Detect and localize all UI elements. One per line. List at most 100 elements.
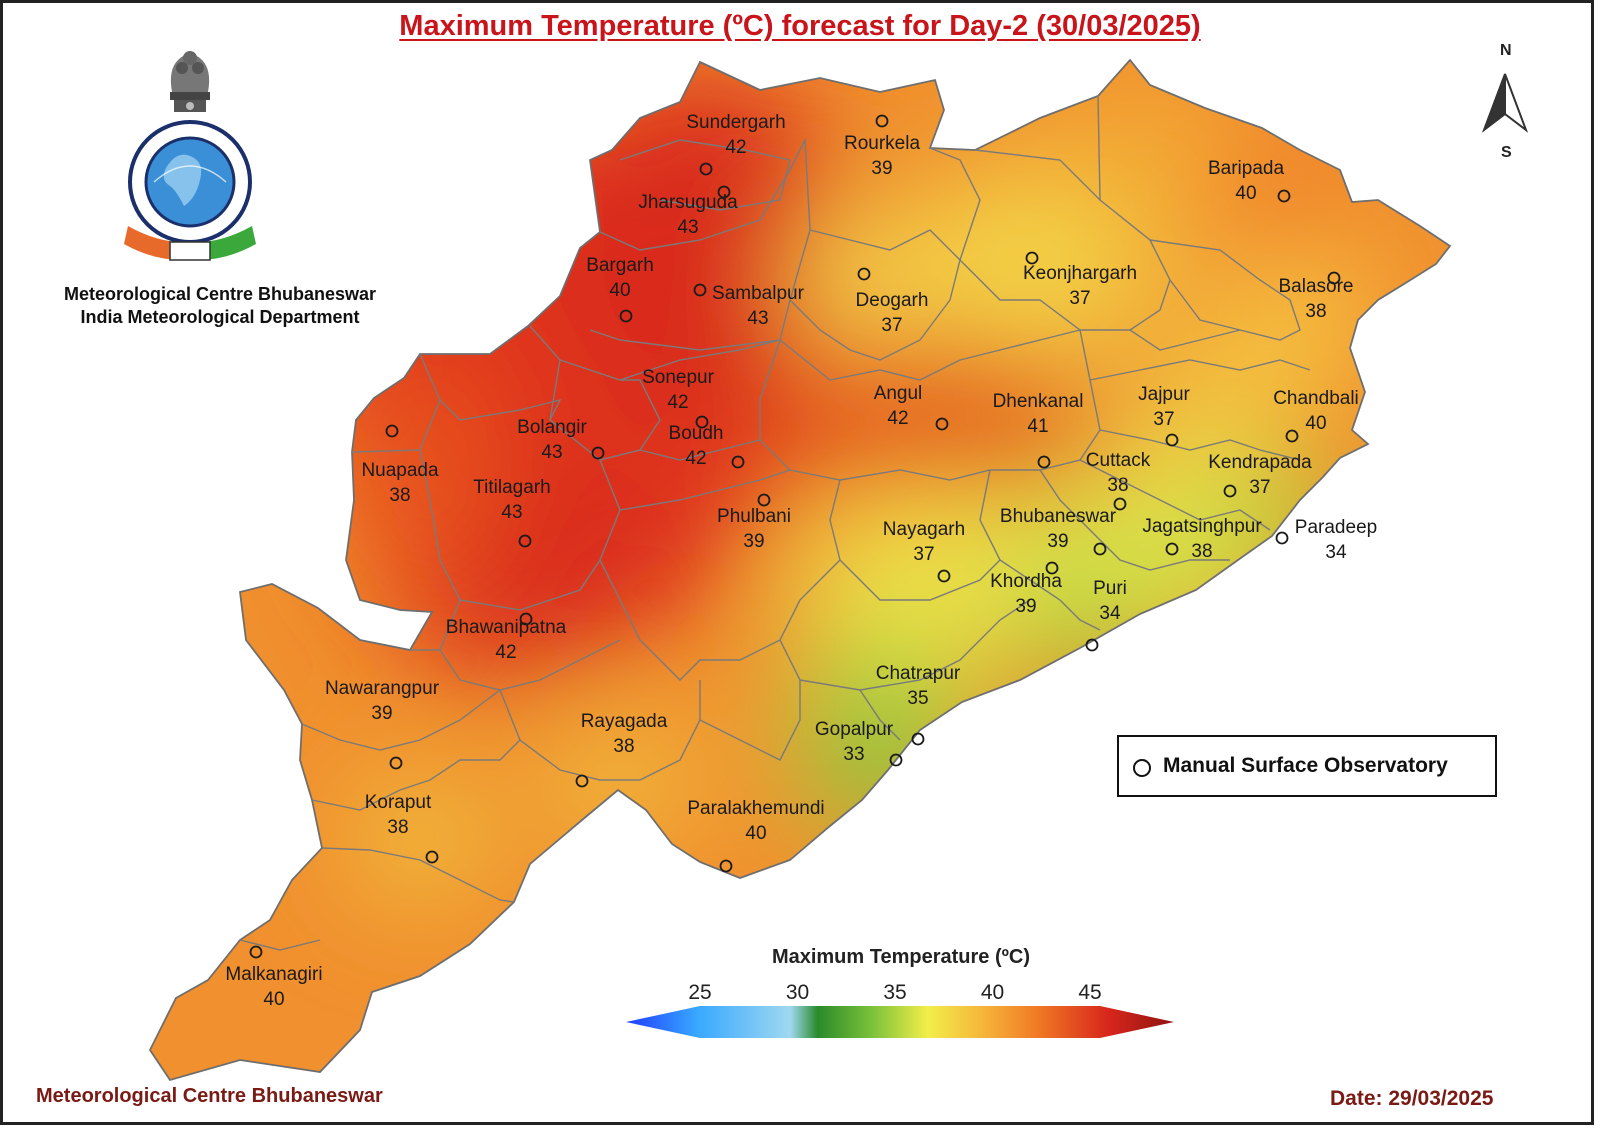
station-temp-paralakhemundi: 40	[745, 823, 766, 844]
station-temp-puri: 34	[1099, 603, 1121, 624]
district-boundaries	[149, 59, 1451, 1081]
station-temp-nuapada: 38	[389, 485, 410, 506]
station-markers: Sundergarh 42 Rourkela 39 Jharsuguda 43 Baripa…	[225, 112, 1377, 1010]
station-temp-sonepur: 42	[667, 392, 688, 413]
station-marker-paralakhemundi	[719, 859, 733, 873]
station-name-gopalpur: Gopalpur	[815, 719, 894, 740]
footer-organization: Meteorological Centre Bhubaneswar	[36, 1085, 383, 1107]
station-temp-khordha: 39	[1015, 596, 1036, 617]
station-temp-sambalpur: 43	[747, 308, 768, 329]
station-marker-phulbani	[757, 493, 771, 507]
station-name-bargarh: Bargarh	[586, 255, 654, 276]
station-marker-puri	[1085, 638, 1099, 652]
station-marker-chandbali	[1285, 429, 1299, 443]
station-marker-jharsuguda	[717, 185, 731, 199]
station-name-angul: Angul	[874, 383, 923, 404]
station-temp-keonjhargarh: 37	[1069, 288, 1090, 309]
station-marker-koraput	[425, 850, 439, 864]
station-name-jagatsinghpur: Jagatsinghpur	[1142, 516, 1262, 537]
station-name-rourkela: Rourkela	[844, 133, 920, 154]
station-marker-nuapada	[385, 424, 399, 438]
station-temp-deogarh: 37	[881, 315, 902, 336]
station-marker-nayagarh	[937, 569, 951, 583]
station-name-koraput: Koraput	[365, 792, 432, 813]
map-title: Maximum Temperature (ºC) forecast for Da…	[399, 10, 1201, 42]
station-marker-rourkela	[875, 114, 889, 128]
station-temp-cuttack: 38	[1107, 475, 1128, 496]
station-temp-jajpur: 37	[1153, 409, 1174, 430]
station-temp-jagatsinghpur: 38	[1191, 541, 1212, 562]
station-name-sambalpur: Sambalpur	[712, 283, 805, 304]
station-name-paradeep: Paradeep	[1295, 517, 1377, 538]
imd-logo	[124, 51, 256, 261]
station-temp-nayagarh: 37	[913, 544, 934, 565]
north-label: N	[1500, 42, 1512, 59]
station-name-sonepur: Sonepur	[642, 367, 715, 388]
station-name-khordha: Khordha	[990, 571, 1062, 592]
station-name-bhubaneswar: Bhubaneswar	[1000, 506, 1117, 527]
station-name-jharsuguda: Jharsuguda	[638, 192, 738, 213]
organization-name: Meteorological Centre Bhubaneswar	[63, 284, 377, 304]
station-marker-gopalpur	[889, 753, 903, 767]
station-temp-kendrapada: 37	[1249, 477, 1270, 498]
station-name-bhawanipatna: Bhawanipatna	[446, 617, 567, 638]
colorbar-tick-35: 35	[883, 981, 907, 1004]
station-marker-titilagarh	[518, 534, 532, 548]
colorbar-tick-30: 30	[785, 981, 810, 1004]
legend-label: Manual Surface Observatory	[1163, 754, 1448, 777]
station-name-rayagada: Rayagada	[581, 711, 668, 732]
station-marker-chatrapur	[911, 732, 925, 746]
station-marker-nawarangpur	[389, 756, 403, 770]
station-name-jajpur: Jajpur	[1138, 384, 1190, 405]
south-label: S	[1501, 144, 1512, 161]
station-temp-bargarh: 40	[609, 280, 630, 301]
station-name-puri: Puri	[1093, 578, 1127, 599]
station-marker-malkanagiri	[249, 945, 263, 959]
station-temp-chandbali: 40	[1305, 413, 1326, 434]
colorbar-tick-25: 25	[688, 981, 712, 1004]
station-temp-malkanagiri: 40	[263, 989, 284, 1010]
station-marker-kendrapada	[1223, 484, 1237, 498]
station-name-keonjhargarh: Keonjhargarh	[1023, 263, 1137, 284]
station-name-nawarangpur: Nawarangpur	[325, 678, 440, 699]
station-temp-rourkela: 39	[871, 158, 892, 179]
station-temp-titilagarh: 43	[501, 502, 522, 523]
station-temp-balasore: 38	[1305, 301, 1326, 322]
station-marker-cuttack	[1113, 497, 1127, 511]
station-temp-koraput: 38	[387, 817, 408, 838]
colorbar-tick-45: 45	[1078, 981, 1102, 1004]
colorbar-gradient	[626, 1006, 1174, 1038]
station-name-balasore: Balasore	[1279, 276, 1354, 297]
station-name-bolangir: Bolangir	[517, 417, 587, 438]
station-name-chatrapur: Chatrapur	[876, 663, 961, 684]
temperature-colorbar	[626, 1006, 1174, 1038]
station-temp-bhubaneswar: 39	[1047, 531, 1068, 552]
station-temp-phulbani: 39	[743, 531, 764, 552]
station-name-chandbali: Chandbali	[1273, 388, 1359, 409]
station-name-dhenkanal: Dhenkanal	[993, 391, 1084, 412]
station-marker-khordha	[1045, 561, 1059, 575]
station-temp-paradeep: 34	[1325, 542, 1347, 563]
station-marker-jajpur	[1165, 433, 1179, 447]
station-temp-sundergarh: 42	[725, 137, 746, 158]
station-marker-keonjhargarh	[1025, 251, 1039, 265]
station-name-sundergarh: Sundergarh	[686, 112, 785, 133]
station-temp-nawarangpur: 39	[371, 703, 392, 724]
footer-date: Date: 29/03/2025	[1330, 1087, 1494, 1110]
station-marker-sonepur	[695, 415, 709, 429]
station-marker-paradeep	[1275, 531, 1289, 545]
station-name-baripada: Baripada	[1208, 158, 1284, 179]
station-temp-chatrapur: 35	[907, 688, 928, 709]
station-name-cuttack: Cuttack	[1086, 450, 1151, 471]
station-marker-dhenkanal	[1037, 455, 1051, 469]
legend-box: Manual Surface Observatory	[1117, 735, 1497, 797]
station-marker-deogarh	[857, 267, 871, 281]
station-name-phulbani: Phulbani	[717, 506, 791, 527]
station-marker-balasore	[1327, 271, 1341, 285]
colorbar-title: Maximum Temperature (ºC)	[771, 946, 1031, 968]
station-name-titilagarh: Titilagarh	[473, 477, 550, 498]
station-marker-jagatsinghpur	[1165, 542, 1179, 556]
department-name: India Meteorological Department	[80, 307, 360, 327]
